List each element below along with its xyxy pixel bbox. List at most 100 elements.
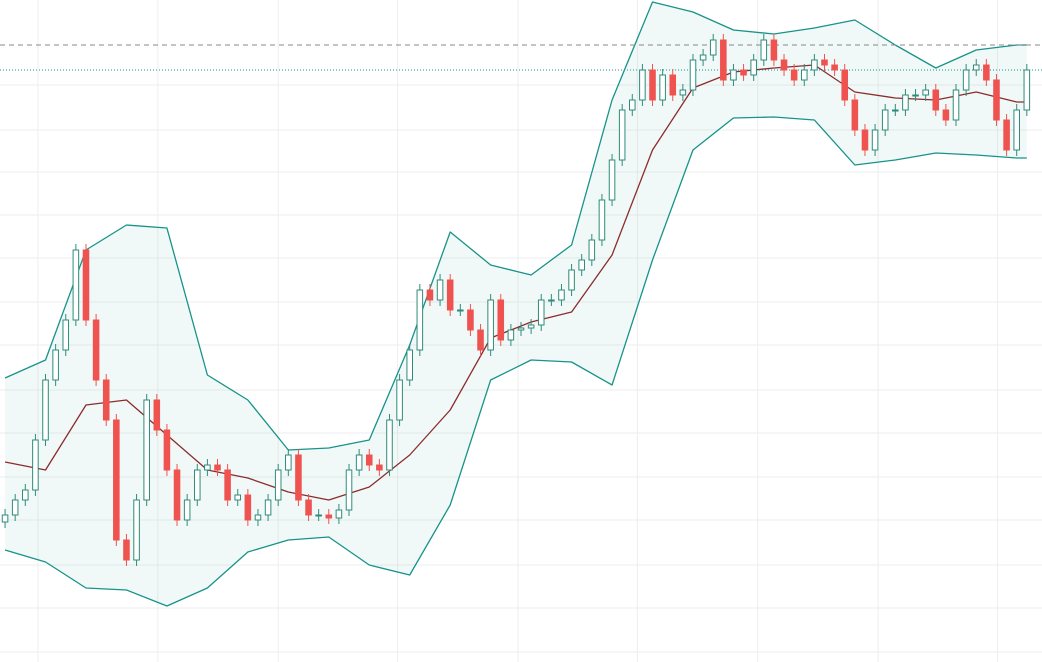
candle-body [730, 69, 737, 81]
candle-body [871, 129, 879, 151]
candle-body [790, 69, 798, 81]
candle-body [689, 59, 697, 91]
candle-body [264, 499, 272, 516]
candle-body [699, 54, 707, 61]
candle-body [193, 469, 201, 501]
candle-body [386, 419, 393, 471]
candle-body [720, 39, 727, 81]
candle-body [912, 94, 919, 97]
candle-body [709, 39, 717, 56]
candle-body [649, 69, 656, 101]
candle-body [548, 299, 555, 302]
candle-body [942, 109, 950, 121]
candle-body [92, 319, 100, 381]
candle-body [537, 299, 545, 326]
candle-body [639, 69, 646, 101]
candle-body [355, 454, 363, 471]
candle-body [467, 309, 474, 331]
candle-body [113, 419, 120, 541]
candle-body [770, 39, 778, 61]
candle-body [507, 329, 515, 341]
candle-body [214, 464, 221, 471]
candle-body [446, 279, 454, 311]
candle-body [376, 464, 383, 471]
candle-body [1003, 119, 1010, 151]
candle-body [305, 499, 312, 516]
candle-body [274, 469, 282, 501]
candle-body [578, 259, 585, 271]
candle-body [983, 64, 990, 81]
candle-body [628, 99, 636, 111]
candle-body [204, 464, 211, 471]
candle-body [892, 109, 899, 112]
candle-body [608, 159, 616, 201]
candle-body [669, 74, 677, 96]
candle-body [517, 327, 525, 331]
candle-body [598, 199, 606, 241]
candle-body [881, 109, 889, 131]
candle-body [497, 299, 505, 341]
candle-body [365, 454, 373, 466]
candle-body [123, 539, 130, 561]
candle-body [345, 469, 353, 511]
candle-body [244, 494, 252, 521]
candle-body [760, 39, 768, 61]
candle-body [1013, 109, 1020, 151]
candle-body [32, 439, 39, 491]
candle-body [800, 69, 808, 81]
candle-body [750, 59, 757, 76]
candle-body [183, 499, 191, 521]
candle-body [568, 269, 575, 291]
candle-body [295, 454, 302, 501]
candle-body [102, 379, 110, 421]
candle-body [477, 329, 484, 351]
candle-body [153, 399, 161, 431]
candle-body [487, 299, 494, 351]
candle-body [780, 59, 788, 71]
candle-body [416, 289, 424, 351]
candle-body [436, 279, 444, 301]
candle-body [42, 379, 49, 441]
candle-body [821, 59, 828, 66]
candle-body [173, 469, 181, 521]
candle-body [972, 64, 980, 71]
candle-body [457, 309, 464, 312]
candle-body [1, 514, 9, 523]
candle-body [902, 94, 909, 111]
candle-body [426, 289, 434, 301]
candle-body [82, 249, 90, 321]
candle-body [396, 379, 403, 421]
candle-body [335, 509, 343, 519]
candle-body [679, 89, 687, 96]
candle-body [932, 89, 940, 111]
candle-body [72, 249, 80, 321]
candle-body [325, 514, 333, 519]
candle-body [962, 69, 970, 91]
candle-body [224, 469, 231, 501]
candle-body [993, 79, 1000, 121]
candle-body [11, 499, 19, 516]
lower-band [4, 116, 1027, 607]
candle-body [285, 454, 292, 471]
candle-body [588, 239, 596, 261]
candle-body [922, 89, 929, 96]
candle-body [406, 349, 414, 381]
candle-body [254, 514, 262, 521]
candle-body [315, 514, 322, 517]
candle-body [740, 69, 747, 76]
candle-body [952, 89, 960, 121]
candle-body [143, 399, 150, 501]
band-fill [5, 2, 1027, 606]
candle-body [831, 64, 838, 71]
candle-body [558, 289, 565, 301]
upper-band [4, 1, 1027, 451]
candle-body [133, 499, 140, 561]
candle-body [527, 324, 535, 329]
candle-body [618, 109, 626, 161]
candle-body [851, 99, 859, 131]
candle-body [1023, 69, 1031, 111]
candle-body [62, 319, 70, 351]
candle-body [659, 74, 666, 101]
candle-body [22, 489, 29, 501]
